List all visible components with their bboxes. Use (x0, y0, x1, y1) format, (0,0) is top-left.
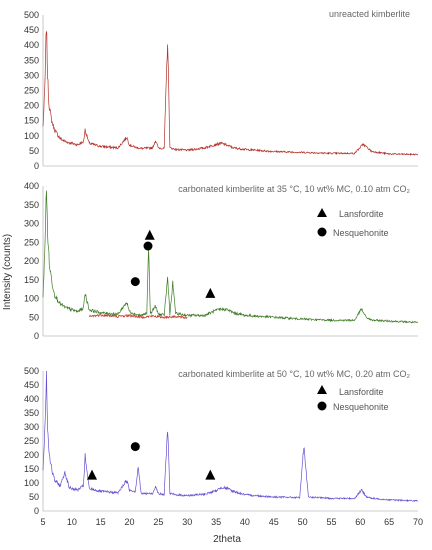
panel-title: unreacted kimberlite (329, 9, 410, 19)
y-tick-label: 300 (24, 219, 39, 229)
y-tick-label: 50 (29, 312, 39, 322)
x-tick-label: 70 (413, 517, 423, 527)
x-tick-label: 5 (40, 517, 45, 527)
y-tick-label: 50 (29, 146, 39, 156)
series-line-2 (88, 313, 188, 320)
x-tick-label: 25 (153, 517, 163, 527)
y-tick-label: 150 (24, 464, 39, 474)
x-tick-label: 40 (240, 517, 250, 527)
legend-triangle-icon (317, 208, 327, 217)
series-line-1 (42, 370, 419, 503)
y-tick-label: 250 (24, 436, 39, 446)
y-tick-label: 200 (24, 101, 39, 111)
y-tick-label: 350 (24, 408, 39, 418)
y-tick-label: 250 (24, 237, 39, 247)
legend-panel-3: Lansfordite Nesquehonite (317, 385, 389, 412)
y-tick-label: 500 (24, 10, 39, 20)
legend-lansfordite-label: Lansfordite (339, 387, 384, 397)
x-tick-label: 50 (298, 517, 308, 527)
lansfordite-marker-icon (205, 469, 216, 480)
y-tick-label: 100 (24, 478, 39, 488)
x-tick-label: 35 (211, 517, 221, 527)
series-line-1 (42, 190, 419, 324)
panel-title: carbonated kimberlite at 50 °C, 10 wt% M… (178, 369, 410, 379)
panel-1: 0 50 100 150 200 250 300 350 400 450 500 unreacted … (24, 9, 419, 171)
x-tick-label: 15 (96, 517, 106, 527)
y-tick-label: 350 (24, 55, 39, 65)
y-tick-label: 150 (24, 275, 39, 285)
x-tick-label: 20 (125, 517, 135, 527)
panel-3: 0 50 100 150 200 250 300 350 400 450 500 5 10 15 20 25 3… (24, 366, 423, 527)
nesquehonite-marker-icon (130, 442, 140, 452)
y-tick-label: 0 (34, 331, 39, 341)
nesquehonite-marker-icon (143, 241, 153, 251)
y-tick-label: 300 (24, 70, 39, 80)
y-tick-label: 100 (24, 294, 39, 304)
lansfordite-marker-icon (144, 229, 155, 240)
legend-triangle-icon (317, 385, 327, 394)
y-tick-label: 400 (24, 181, 39, 191)
x-tick-label: 10 (67, 517, 77, 527)
nesquehonite-marker-icon (130, 277, 140, 287)
legend-panel-2: Lansfordite Nesquehonite (317, 208, 389, 238)
legend-lansfordite-label: Lansfordite (339, 209, 384, 219)
y-tick-label: 0 (34, 506, 39, 516)
x-tick-label: 45 (269, 517, 279, 527)
y-tick-label: 150 (24, 116, 39, 126)
y-tick-label: 0 (34, 161, 39, 171)
y-axis-label: Intensity (counts) (2, 234, 13, 310)
legend-nesquehonite-label: Nesquehonite (333, 228, 389, 238)
x-axis-label: 2theta (213, 534, 241, 545)
lansfordite-marker-icon (87, 469, 98, 480)
y-tick-label: 500 (24, 366, 39, 376)
series-line-1 (42, 31, 419, 157)
x-tick-label: 65 (384, 517, 394, 527)
panel-title: carbonated kimberlite at 35 °C, 10 wt% M… (178, 184, 410, 194)
x-tick-label: 60 (355, 517, 365, 527)
legend-circle-icon (317, 401, 327, 411)
legend-nesquehonite-label: Nesquehonite (333, 402, 389, 412)
legend-circle-icon (317, 227, 327, 237)
y-tick-label: 50 (29, 492, 39, 502)
panel-2: 0 50 100 150 200 250 300 350 400 carbonated kimbe… (24, 181, 419, 341)
y-tick-label: 200 (24, 256, 39, 266)
y-tick-label: 250 (24, 86, 39, 96)
y-tick-label: 200 (24, 450, 39, 460)
y-tick-label: 450 (24, 25, 39, 35)
y-tick-label: 450 (24, 380, 39, 390)
y-tick-label: 400 (24, 394, 39, 404)
y-tick-label: 350 (24, 200, 39, 210)
y-tick-label: 400 (24, 40, 39, 50)
y-tick-label: 300 (24, 422, 39, 432)
x-tick-label: 30 (182, 517, 192, 527)
x-tick-label: 55 (326, 517, 336, 527)
lansfordite-marker-icon (205, 287, 216, 298)
y-tick-label: 100 (24, 131, 39, 141)
